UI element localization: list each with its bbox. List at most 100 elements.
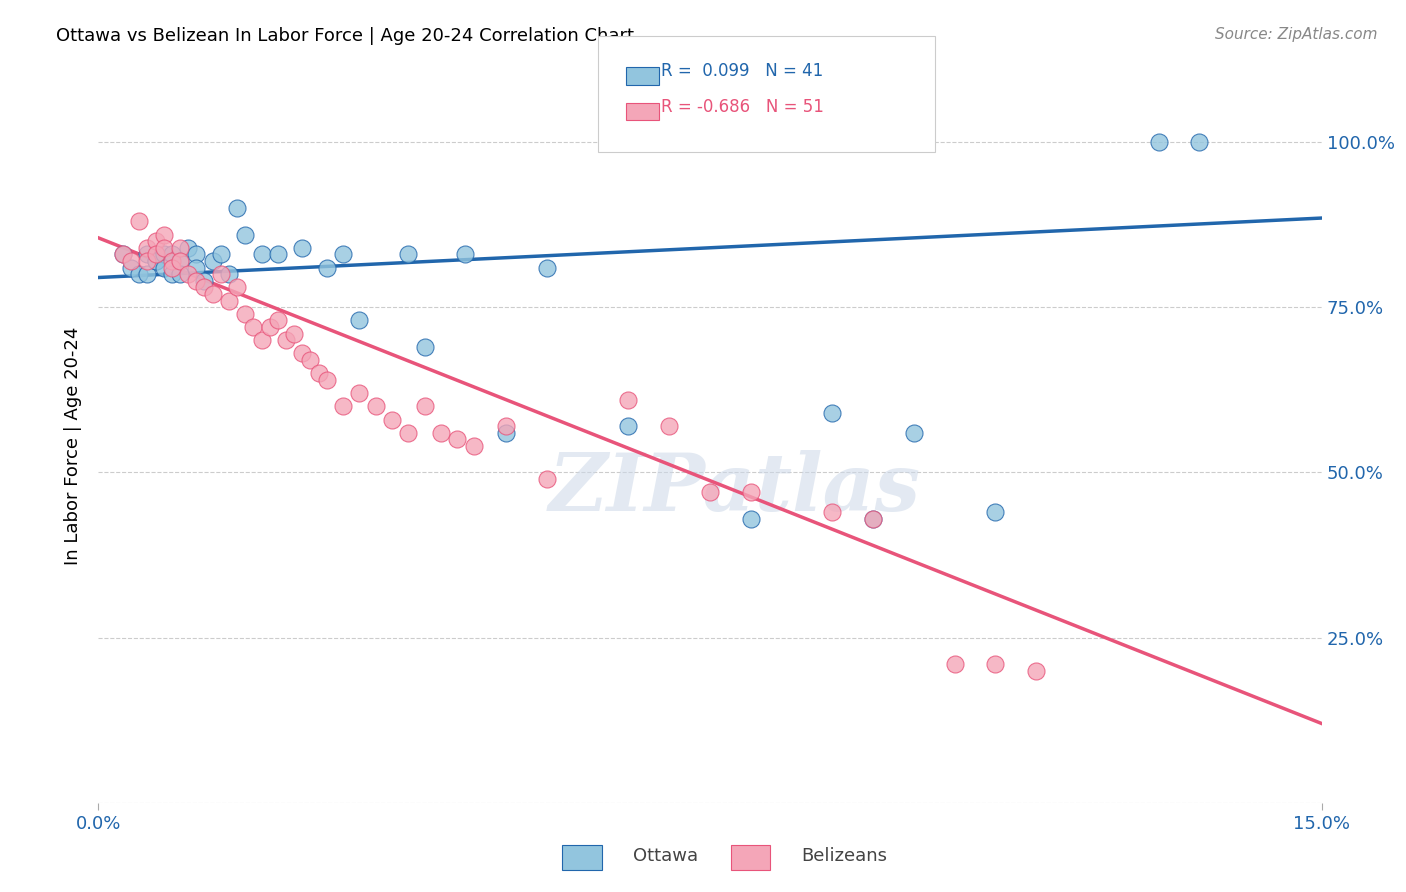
Point	[821, 406, 844, 420]
Point	[177, 267, 200, 281]
Point	[169, 254, 191, 268]
Point	[193, 274, 215, 288]
Text: R = -0.686   N = 51: R = -0.686 N = 51	[661, 98, 824, 116]
Point	[259, 320, 281, 334]
Point	[128, 267, 150, 281]
Text: Belizeans: Belizeans	[801, 847, 887, 865]
Point	[454, 247, 477, 261]
Point	[218, 293, 240, 308]
Point	[250, 333, 273, 347]
Point	[658, 419, 681, 434]
Point	[740, 511, 762, 525]
Point	[226, 280, 249, 294]
Text: ZIPatlas: ZIPatlas	[548, 450, 921, 527]
Point	[536, 472, 558, 486]
Point	[381, 412, 404, 426]
Point	[315, 373, 337, 387]
Point	[364, 400, 387, 414]
Point	[332, 247, 354, 261]
Point	[396, 247, 419, 261]
Point	[209, 267, 232, 281]
Point	[152, 247, 174, 261]
Point	[495, 425, 517, 440]
Point	[145, 254, 167, 268]
Point	[291, 346, 314, 360]
Point	[233, 307, 256, 321]
Point	[274, 333, 297, 347]
Point	[984, 657, 1007, 671]
Point	[821, 505, 844, 519]
Point	[308, 367, 330, 381]
Point	[699, 485, 721, 500]
Point	[209, 247, 232, 261]
Point	[413, 400, 436, 414]
Point	[1147, 135, 1170, 149]
Point	[315, 260, 337, 275]
Point	[536, 260, 558, 275]
Point	[862, 511, 884, 525]
Point	[740, 485, 762, 500]
Point	[283, 326, 305, 341]
Point	[128, 214, 150, 228]
Point	[250, 247, 273, 261]
Point	[396, 425, 419, 440]
Point	[136, 254, 159, 268]
Point	[430, 425, 453, 440]
Point	[136, 241, 159, 255]
Point	[617, 419, 640, 434]
Point	[218, 267, 240, 281]
Point	[349, 386, 371, 401]
Point	[169, 267, 191, 281]
Point	[332, 400, 354, 414]
Point	[160, 260, 183, 275]
Point	[267, 313, 290, 327]
Point	[186, 260, 208, 275]
Y-axis label: In Labor Force | Age 20-24: In Labor Force | Age 20-24	[65, 326, 83, 566]
Point	[233, 227, 256, 242]
Point	[145, 254, 167, 268]
Point	[201, 287, 224, 301]
Point	[169, 254, 191, 268]
Point	[1188, 135, 1211, 149]
Text: Source: ZipAtlas.com: Source: ZipAtlas.com	[1215, 27, 1378, 42]
Point	[943, 657, 966, 671]
Point	[177, 241, 200, 255]
Point	[193, 280, 215, 294]
Point	[111, 247, 134, 261]
Point	[160, 267, 183, 281]
Point	[413, 340, 436, 354]
Point	[136, 267, 159, 281]
Point	[160, 247, 183, 261]
Point	[120, 254, 142, 268]
Point	[495, 419, 517, 434]
Point	[291, 241, 314, 255]
Point	[242, 320, 264, 334]
Point	[201, 254, 224, 268]
Point	[617, 392, 640, 407]
Point	[903, 425, 925, 440]
Point	[120, 260, 142, 275]
Point	[226, 201, 249, 215]
Point	[186, 247, 208, 261]
Point	[145, 234, 167, 248]
Text: R =  0.099   N = 41: R = 0.099 N = 41	[661, 62, 823, 80]
Point	[186, 274, 208, 288]
Point	[299, 353, 322, 368]
Point	[169, 241, 191, 255]
Point	[446, 433, 468, 447]
Point	[463, 439, 485, 453]
Text: Ottawa vs Belizean In Labor Force | Age 20-24 Correlation Chart: Ottawa vs Belizean In Labor Force | Age …	[56, 27, 634, 45]
Point	[145, 247, 167, 261]
Point	[862, 511, 884, 525]
Point	[136, 247, 159, 261]
Point	[152, 241, 174, 255]
Point	[349, 313, 371, 327]
Point	[160, 254, 183, 268]
Point	[152, 260, 174, 275]
Point	[111, 247, 134, 261]
Point	[152, 227, 174, 242]
Text: Ottawa: Ottawa	[633, 847, 697, 865]
Point	[984, 505, 1007, 519]
Point	[267, 247, 290, 261]
Point	[1025, 664, 1047, 678]
